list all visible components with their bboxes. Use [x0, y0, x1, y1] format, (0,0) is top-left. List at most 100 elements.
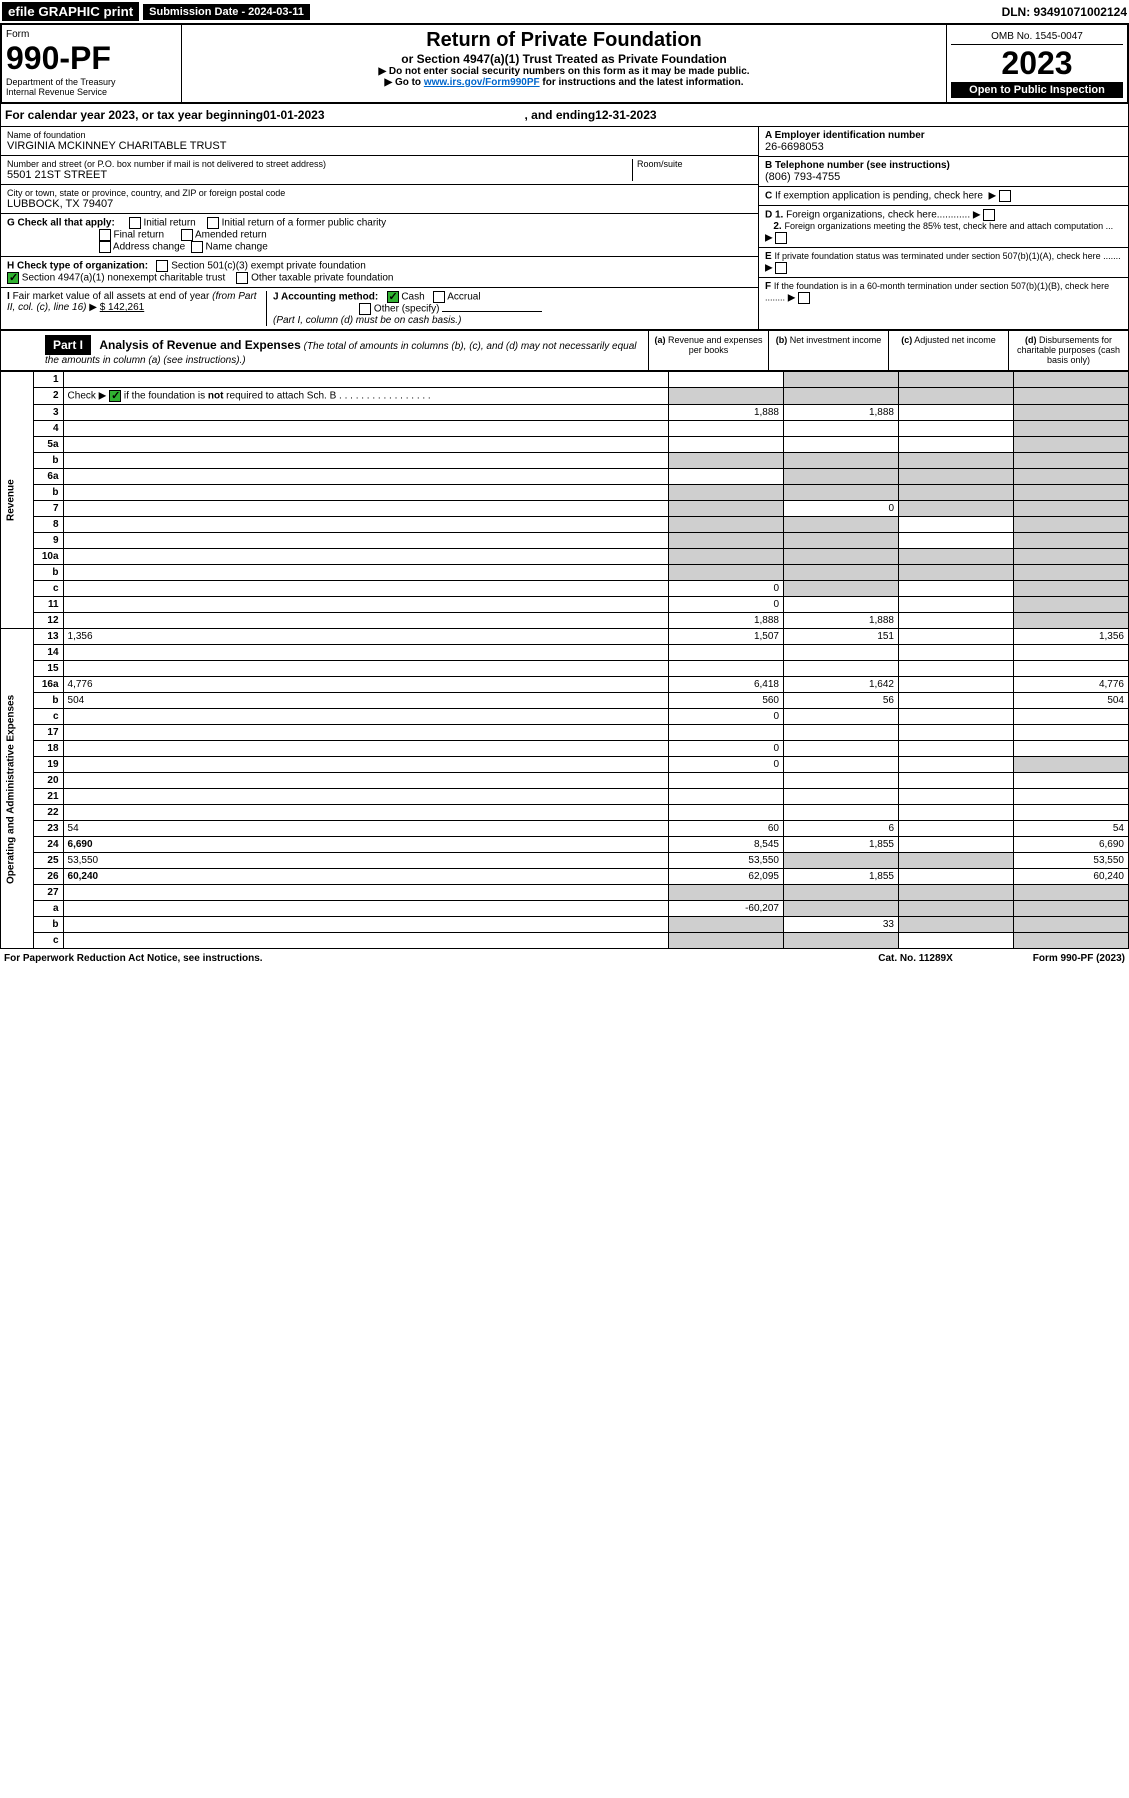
- line-number: 24: [33, 837, 63, 853]
- checkbox-c[interactable]: [999, 190, 1011, 202]
- line-number: 2: [33, 388, 63, 405]
- header-center: Return of Private Foundation or Section …: [182, 25, 947, 102]
- col-c-value: [899, 869, 1014, 885]
- col-d-value: 6,690: [1014, 837, 1129, 853]
- checkbox-d2[interactable]: [775, 232, 787, 244]
- col-d-value: [1014, 757, 1129, 773]
- col-c-value: [899, 933, 1014, 949]
- col-d-header: (d) Disbursements for charitable purpose…: [1008, 331, 1128, 370]
- col-b-value: [784, 885, 899, 901]
- checkbox-e[interactable]: [775, 262, 787, 274]
- city-cell: City or town, state or province, country…: [1, 185, 758, 214]
- table-row: 2660,24062,0951,85560,240: [1, 869, 1129, 885]
- line-description: [63, 421, 668, 437]
- line-description: Check ▶ if the foundation is not require…: [63, 388, 668, 405]
- line-description: [63, 805, 668, 821]
- col-a-value: [669, 805, 784, 821]
- checkbox-501c3[interactable]: [156, 260, 168, 272]
- efile-print-button[interactable]: efile GRAPHIC print: [2, 2, 139, 21]
- col-c-value: [899, 821, 1014, 837]
- checkbox-final-return[interactable]: [99, 229, 111, 241]
- col-c-value: [899, 372, 1014, 388]
- col-c-value: [899, 853, 1014, 869]
- line-number: 16a: [33, 677, 63, 693]
- col-b-value: 1,855: [784, 837, 899, 853]
- header-right: OMB No. 1545-0047 2023 Open to Public In…: [947, 25, 1127, 102]
- department: Department of the TreasuryInternal Reven…: [6, 77, 177, 97]
- checkbox-4947a1-checked[interactable]: [7, 272, 19, 284]
- line-description: 4,776: [63, 677, 668, 693]
- col-d-value: 4,776: [1014, 677, 1129, 693]
- footer: For Paperwork Reduction Act Notice, see …: [0, 949, 1129, 968]
- checkbox-address-change[interactable]: [99, 241, 111, 253]
- line-description: [63, 549, 668, 565]
- checkbox-amended[interactable]: [181, 229, 193, 241]
- part1-header: Part I Analysis of Revenue and Expenses …: [0, 330, 1129, 371]
- table-row: 20: [1, 773, 1129, 789]
- col-a-value: [669, 933, 784, 949]
- checkbox-d1[interactable]: [983, 209, 995, 221]
- col-a-value: -60,207: [669, 901, 784, 917]
- table-row: Operating and Administrative Expenses131…: [1, 629, 1129, 645]
- line-number: 4: [33, 421, 63, 437]
- line-number: 13: [33, 629, 63, 645]
- col-d-value: [1014, 725, 1129, 741]
- col-c-value: [899, 437, 1014, 453]
- line-number: 14: [33, 645, 63, 661]
- col-b-value: [784, 437, 899, 453]
- line-number: c: [33, 933, 63, 949]
- line-number: 21: [33, 789, 63, 805]
- checkbox-f[interactable]: [798, 292, 810, 304]
- col-b-value: [784, 485, 899, 501]
- phone-cell: B Telephone number (see instructions) (8…: [759, 157, 1128, 187]
- col-a-value: [669, 453, 784, 469]
- line-description: [63, 613, 668, 629]
- table-row: 21: [1, 789, 1129, 805]
- checkbox-initial-former[interactable]: [207, 217, 219, 229]
- line-description: [63, 725, 668, 741]
- col-c-value: [899, 901, 1014, 917]
- form-label: Form: [6, 29, 177, 40]
- dln: DLN: 93491071002124: [1002, 5, 1127, 19]
- col-b-value: [784, 773, 899, 789]
- col-d-value: [1014, 645, 1129, 661]
- line-number: 1: [33, 372, 63, 388]
- checkbox-cash-checked[interactable]: [387, 291, 399, 303]
- col-a-value: [669, 549, 784, 565]
- col-c-value: [899, 485, 1014, 501]
- col-c-value: [899, 725, 1014, 741]
- checkbox-other-method[interactable]: [359, 303, 371, 315]
- table-row: Revenue1: [1, 372, 1129, 388]
- col-d-value: [1014, 741, 1129, 757]
- line-number: b: [33, 485, 63, 501]
- line-description: [63, 581, 668, 597]
- col-d-value: [1014, 917, 1129, 933]
- line-description: [63, 789, 668, 805]
- col-c-value: [899, 613, 1014, 629]
- checkbox-name-change[interactable]: [191, 241, 203, 253]
- col-d-value: [1014, 437, 1129, 453]
- col-d-value: [1014, 901, 1129, 917]
- col-a-value: 0: [669, 581, 784, 597]
- col-c-value: [899, 597, 1014, 613]
- checkbox-other-taxable[interactable]: [236, 272, 248, 284]
- col-a-value: 62,095: [669, 869, 784, 885]
- col-c-header: (c) Adjusted net income: [888, 331, 1008, 370]
- year-begin: 01-01-2023: [263, 108, 324, 122]
- form-subtitle: or Section 4947(a)(1) Trust Treated as P…: [186, 52, 942, 66]
- line-description: [63, 597, 668, 613]
- irs-link[interactable]: www.irs.gov/Form990PF: [424, 77, 540, 88]
- checkbox-initial-return[interactable]: [129, 217, 141, 229]
- col-b-value: [784, 469, 899, 485]
- col-c-value: [899, 581, 1014, 597]
- table-row: b50456056504: [1, 693, 1129, 709]
- col-b-value: 0: [784, 501, 899, 517]
- line-number: 27: [33, 885, 63, 901]
- line-number: 17: [33, 725, 63, 741]
- checkbox-accrual[interactable]: [433, 291, 445, 303]
- line-number: 19: [33, 757, 63, 773]
- col-b-value: [784, 581, 899, 597]
- col-a-value: 60: [669, 821, 784, 837]
- checkbox-schb[interactable]: [109, 390, 121, 402]
- col-d-value: [1014, 517, 1129, 533]
